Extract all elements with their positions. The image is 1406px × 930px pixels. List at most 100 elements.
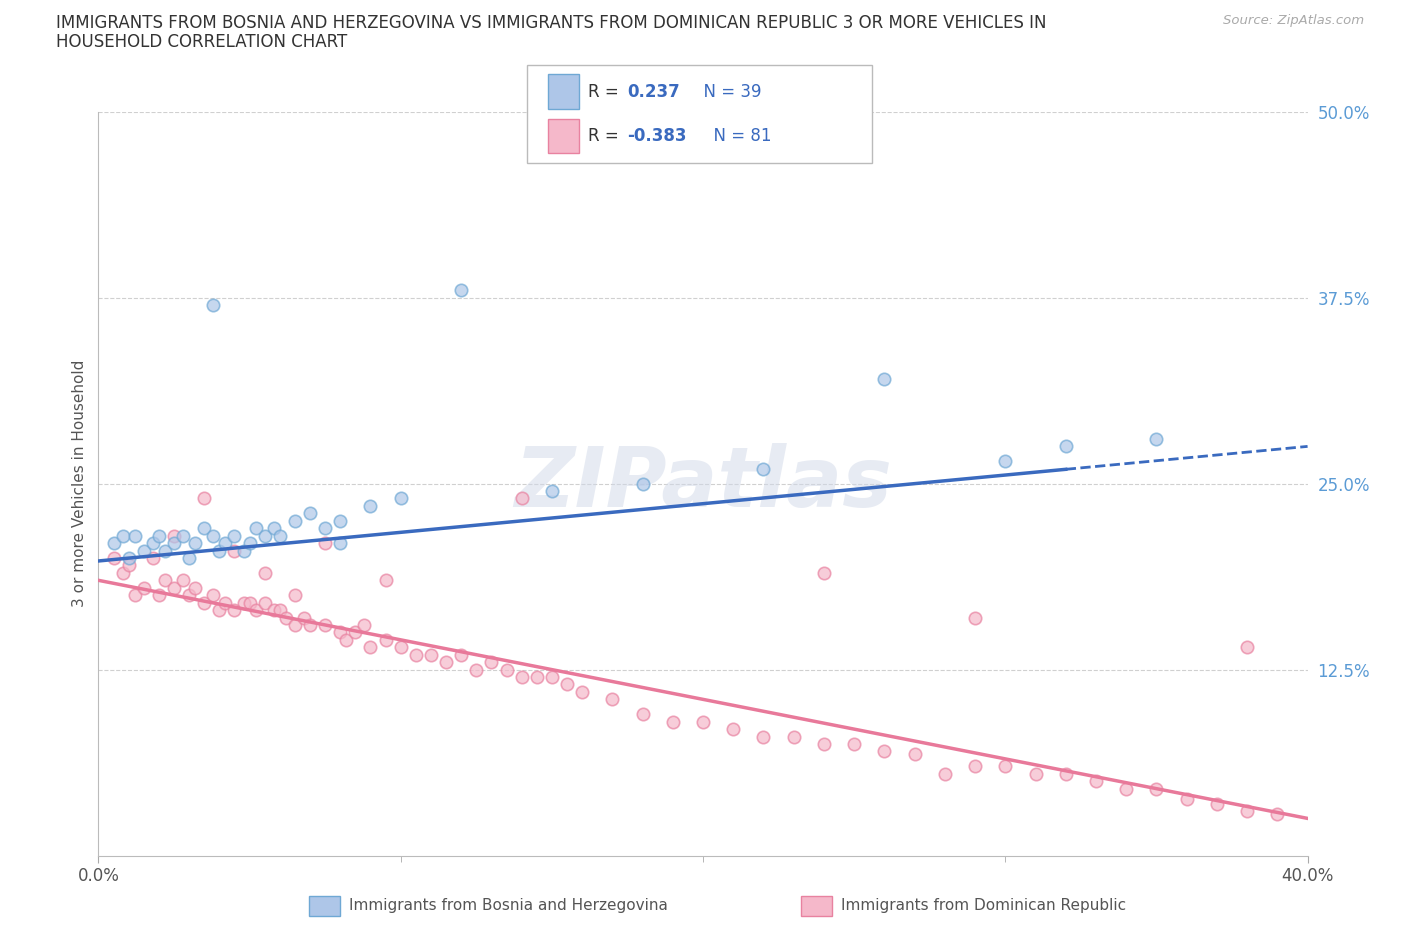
- Point: [142, 536, 165, 551]
- Point: [103, 551, 125, 565]
- Point: [965, 759, 987, 774]
- Point: [1054, 766, 1077, 781]
- Point: [481, 655, 503, 670]
- Point: [214, 536, 236, 551]
- Point: [450, 647, 472, 662]
- Point: [723, 722, 745, 737]
- Point: [602, 692, 624, 707]
- Point: [360, 498, 382, 513]
- Point: [752, 461, 775, 476]
- Point: [202, 298, 225, 312]
- Point: [1024, 766, 1046, 781]
- Point: [1115, 781, 1137, 796]
- Point: [1236, 804, 1258, 818]
- Point: [374, 573, 396, 588]
- Point: [873, 372, 896, 387]
- Point: [263, 521, 285, 536]
- Point: [1267, 806, 1289, 821]
- Point: [148, 588, 170, 603]
- Point: [153, 573, 176, 588]
- Text: R =: R =: [588, 83, 624, 100]
- Text: Immigrants from Dominican Republic: Immigrants from Dominican Republic: [841, 898, 1126, 913]
- Text: R =: R =: [588, 127, 624, 145]
- Point: [124, 588, 146, 603]
- Point: [232, 595, 254, 610]
- Point: [389, 640, 412, 655]
- Point: [1054, 439, 1077, 454]
- Point: [389, 491, 412, 506]
- Point: [148, 528, 170, 543]
- Point: [118, 558, 141, 573]
- Point: [661, 714, 683, 729]
- Point: [450, 283, 472, 298]
- Y-axis label: 3 or more Vehicles in Household: 3 or more Vehicles in Household: [72, 360, 87, 607]
- Point: [934, 766, 956, 781]
- Point: [202, 588, 225, 603]
- Text: ZIPatlas: ZIPatlas: [515, 443, 891, 525]
- Point: [253, 565, 276, 580]
- Point: [232, 543, 254, 558]
- Point: [245, 521, 267, 536]
- Point: [314, 521, 336, 536]
- Point: [1085, 774, 1108, 789]
- Point: [374, 632, 396, 647]
- Point: [813, 565, 835, 580]
- Point: [142, 551, 165, 565]
- Point: [360, 640, 382, 655]
- Point: [965, 610, 987, 625]
- Point: [193, 521, 215, 536]
- Point: [118, 551, 141, 565]
- Point: [329, 513, 352, 528]
- Point: [314, 536, 336, 551]
- Point: [202, 528, 225, 543]
- Point: [179, 551, 201, 565]
- Point: [1236, 640, 1258, 655]
- Point: [193, 491, 215, 506]
- Point: [284, 588, 307, 603]
- Point: [434, 655, 457, 670]
- Point: [124, 528, 146, 543]
- Point: [184, 580, 207, 595]
- Point: [111, 565, 134, 580]
- Point: [692, 714, 714, 729]
- Point: [873, 744, 896, 759]
- Point: [510, 670, 533, 684]
- Point: [495, 662, 517, 677]
- Point: [253, 528, 276, 543]
- Point: [208, 603, 231, 618]
- Point: [132, 543, 155, 558]
- Point: [465, 662, 488, 677]
- Point: [631, 476, 654, 491]
- Point: [813, 737, 835, 751]
- Point: [224, 543, 246, 558]
- Point: [193, 595, 215, 610]
- Text: IMMIGRANTS FROM BOSNIA AND HERZEGOVINA VS IMMIGRANTS FROM DOMINICAN REPUBLIC 3 O: IMMIGRANTS FROM BOSNIA AND HERZEGOVINA V…: [56, 14, 1046, 32]
- Point: [292, 610, 315, 625]
- Text: N = 39: N = 39: [693, 83, 762, 100]
- Text: -0.383: -0.383: [627, 127, 686, 145]
- Point: [269, 528, 291, 543]
- Point: [284, 513, 307, 528]
- Point: [844, 737, 866, 751]
- Point: [783, 729, 806, 744]
- Point: [571, 684, 593, 699]
- Point: [299, 618, 322, 632]
- Point: [245, 603, 267, 618]
- Point: [153, 543, 176, 558]
- Point: [224, 528, 246, 543]
- Point: [284, 618, 307, 632]
- Point: [353, 618, 375, 632]
- Point: [405, 647, 427, 662]
- Point: [263, 603, 285, 618]
- Point: [1144, 781, 1167, 796]
- Point: [526, 670, 548, 684]
- Point: [163, 580, 186, 595]
- Point: [1206, 796, 1229, 811]
- Point: [224, 603, 246, 618]
- Point: [299, 506, 322, 521]
- Point: [752, 729, 775, 744]
- Text: 0.237: 0.237: [627, 83, 681, 100]
- Point: [172, 528, 194, 543]
- Point: [239, 595, 262, 610]
- Point: [163, 536, 186, 551]
